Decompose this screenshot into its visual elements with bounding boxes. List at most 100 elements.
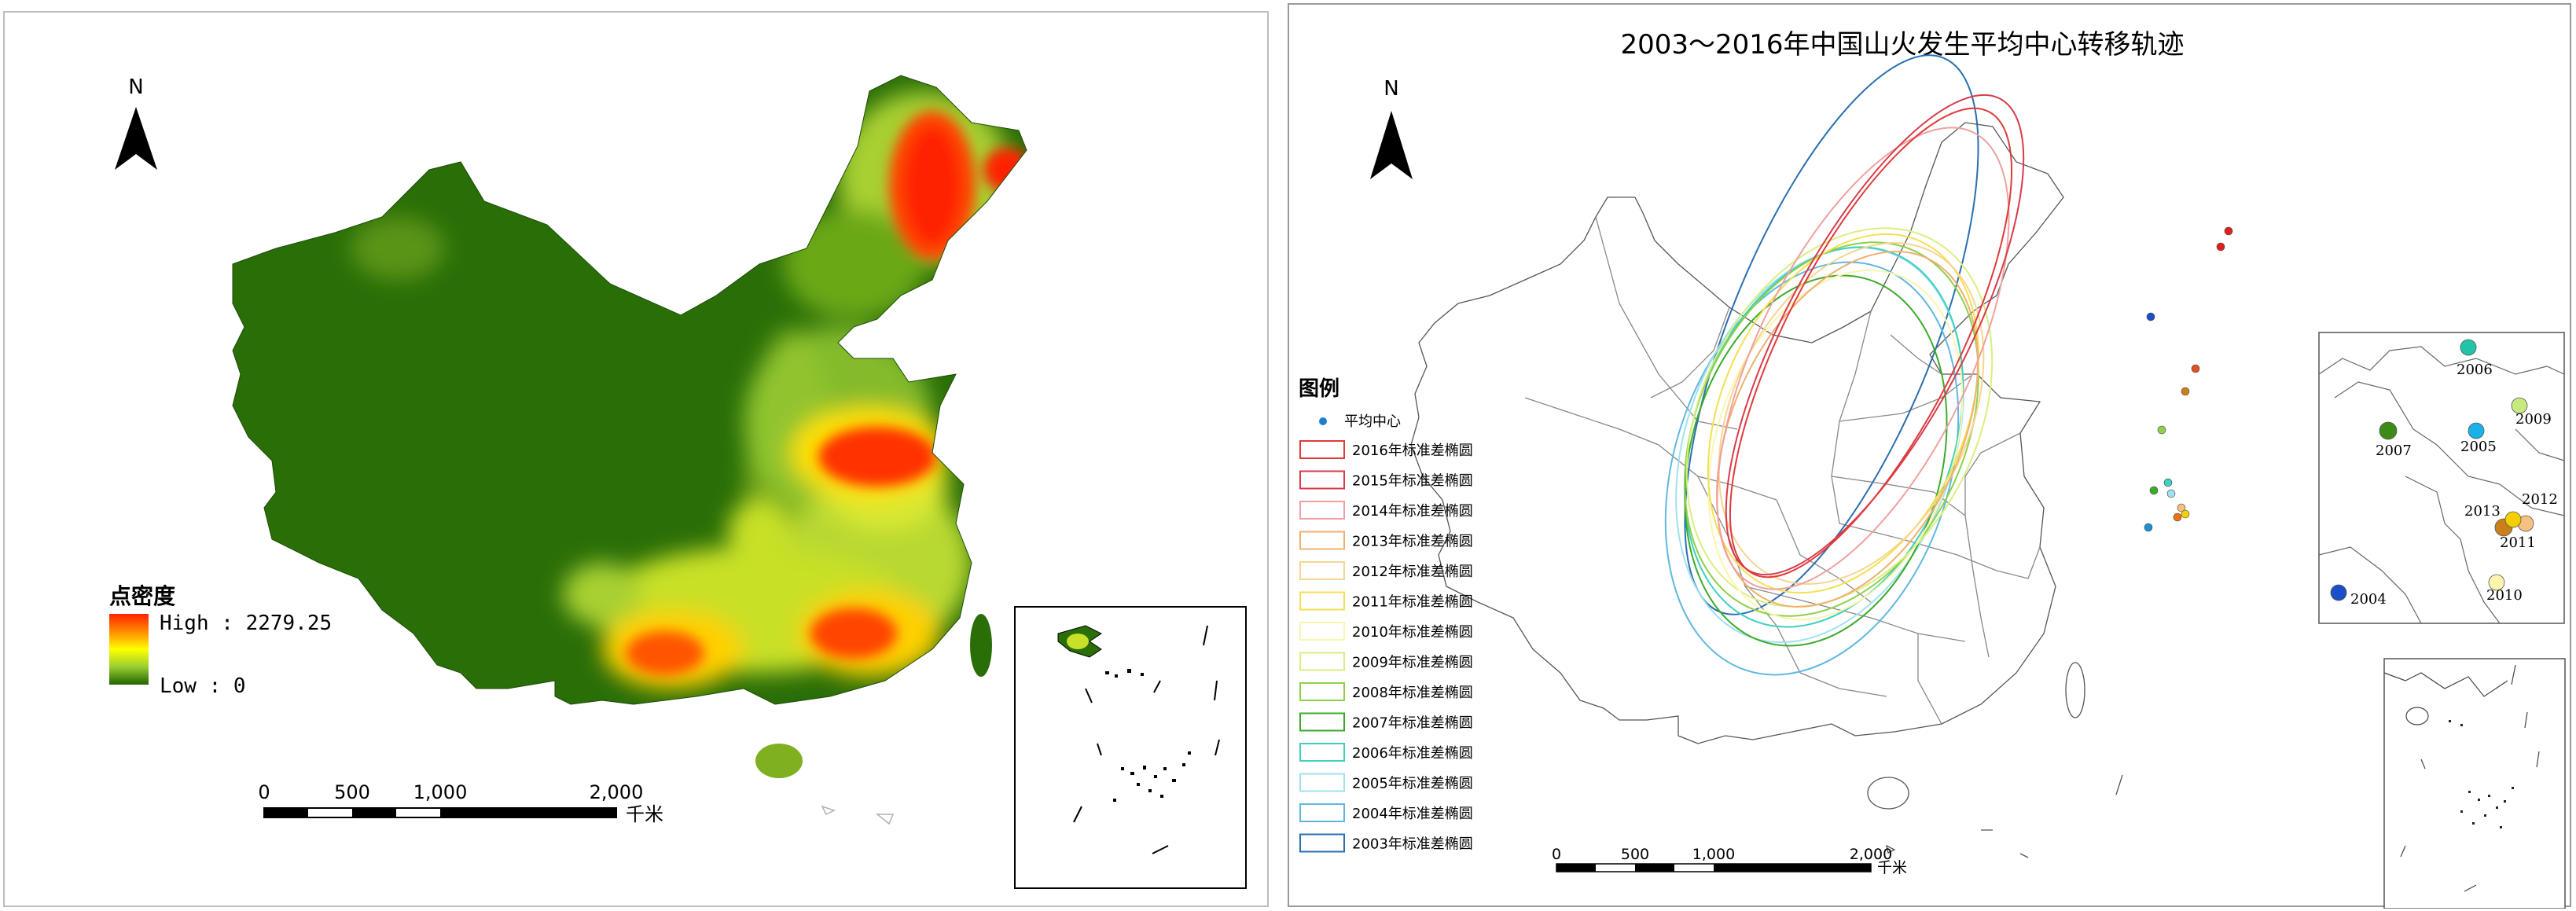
scale-tick-2000: 2,000 (590, 781, 644, 803)
inset-center-2004 (2330, 584, 2347, 601)
fire-center-trajectory-map: 2003～2016年中国山火发生平均中心转移轨迹 N (1299, 29, 2566, 909)
inset-year-label: 2004 (2350, 591, 2387, 608)
legend-item-label: 2011年标准差椭圆 (1352, 594, 1473, 611)
center-2012 (2177, 503, 2186, 512)
scale-tick-0: 0 (1552, 846, 1561, 863)
inset-year-label: 2012 (2522, 491, 2558, 508)
taiwan-shape (970, 614, 992, 677)
density-legend: 点密度 High : 2279.25 Low : 0 (109, 583, 332, 698)
inset-centers: 2006 2009 2007 2005 2012 2013 2011 2004 2010 (2330, 339, 2558, 608)
legend-item-label: 2015年标准差椭圆 (1352, 473, 1473, 490)
center-2007 (2149, 486, 2159, 495)
scale-tick-1000: 1,000 (1692, 846, 1735, 863)
legend-item-label: 2016年标准差椭圆 (1352, 443, 1473, 459)
legend-items: 2016年标准差椭圆 2015年标准差椭圆 2014年标准差椭圆 2013年标准差椭圆… (1299, 440, 1473, 853)
legend-swatch (1299, 773, 1345, 792)
scale-tick-1000: 1,000 (413, 781, 468, 803)
inset-year-label: 2006 (2457, 362, 2493, 378)
inset-center-2010 (2488, 574, 2505, 591)
legend-item-label: 2010年标准差椭圆 (1352, 624, 1473, 641)
center-2003 (2146, 312, 2155, 321)
center-2011 (2181, 509, 2190, 519)
scale-tick-2000: 2,000 (1850, 846, 1892, 863)
ellipse-2013 (1715, 251, 1979, 608)
inset-center-2011 (2504, 511, 2522, 528)
ellipse-2016 (1729, 107, 2013, 579)
legend-high-label: High : 2279.25 (160, 612, 332, 635)
legend-swatch (1299, 561, 1345, 580)
legend-item-label: 2014年标准差椭圆 (1352, 503, 1473, 520)
legend-item-label: 2006年标准差椭圆 (1352, 745, 1473, 762)
legend-swatch (1299, 803, 1345, 822)
center-2016 (2224, 226, 2233, 236)
legend-swatch (1299, 682, 1345, 701)
scale-unit: 千米 (1877, 859, 1907, 876)
trajectory-legend: 图例 平均中心 2016年标准差椭圆2015年标准差椭圆2014年标准差椭圆20… (1299, 377, 1473, 853)
scale-tick-500: 500 (1621, 846, 1649, 863)
legend-item-label: 2003年标准差椭圆 (1352, 836, 1473, 853)
mean-center-inset: 2006 2009 2007 2005 2012 2013 2011 2004 2010 (2318, 332, 2565, 624)
fire-density-map-panel: N (3, 11, 1269, 907)
legend-swatch (1299, 743, 1345, 762)
center-2013 (2181, 387, 2190, 396)
fire-density-map: N (109, 75, 1247, 889)
center-2014 (2191, 364, 2200, 373)
legend-item-label: 2007年标准差椭圆 (1352, 715, 1473, 732)
legend-swatch (1299, 501, 1345, 520)
legend-swatch (1299, 833, 1345, 853)
inset-year-label: 2009 (2515, 411, 2552, 428)
legend-swatch (1299, 440, 1345, 459)
legend-item-label: 2013年标准差椭圆 (1352, 534, 1473, 550)
legend-swatch (1299, 531, 1345, 550)
legend-item-label: 2012年标准差椭圆 (1352, 564, 1473, 580)
legend-swatch (1299, 470, 1345, 490)
inset-year-label: 2010 (2486, 587, 2523, 604)
north-arrow-icon: N (1370, 77, 1413, 179)
inset-year-label: 2013 (2464, 503, 2501, 520)
inset-center-2006 (2460, 339, 2477, 356)
inset-center-2007 (2379, 421, 2398, 440)
ellipse-2011 (1707, 233, 1979, 594)
south-china-sea-inset (1014, 606, 1247, 889)
ellipse-2008 (1684, 241, 1979, 617)
inset-center-2005 (2468, 422, 2485, 439)
legend-swatch (1299, 712, 1345, 732)
scale-bar: 0 500 1,000 2,000 千米 (1552, 846, 1907, 876)
inset-year-label: 2011 (2500, 534, 2536, 551)
ellipse-2009 (1685, 227, 1994, 608)
legend-swatch (1299, 652, 1345, 671)
north-label: N (1384, 77, 1398, 101)
china-outline (1410, 122, 2123, 858)
center-2004 (2144, 523, 2153, 532)
ellipse-2014 (1716, 127, 2010, 590)
std-ellipses (1664, 54, 2025, 676)
legend-item-label: 2009年标准差椭圆 (1352, 655, 1473, 671)
density-heatmap (232, 75, 1027, 825)
legend-swatch (1299, 622, 1345, 641)
north-label: N (128, 75, 143, 99)
legend-center-label: 平均中心 (1344, 413, 1401, 430)
legend-title: 点密度 (109, 583, 175, 609)
north-arrow-icon: N (115, 75, 157, 170)
legend-item-label: 2005年标准差椭圆 (1352, 776, 1473, 792)
ellipse-2007 (1684, 274, 1948, 647)
south-china-sea-inset (2383, 658, 2566, 909)
legend-item-label: 2004年标准差椭圆 (1352, 806, 1473, 822)
center-2005 (2166, 489, 2176, 498)
scale-bar: 0 500 1,000 2,000 千米 (258, 781, 663, 825)
scale-tick-500: 500 (334, 781, 370, 803)
inset-year-label: 2007 (2376, 443, 2412, 459)
density-color-ramp (109, 614, 149, 685)
scale-tick-0: 0 (258, 781, 270, 803)
inset-year-label: 2005 (2460, 439, 2497, 455)
map-title: 2003～2016年中国山火发生平均中心转移轨迹 (1620, 29, 2184, 61)
center-2010 (2173, 512, 2182, 522)
hainan-shape (755, 744, 803, 778)
center-2009 (2157, 425, 2166, 435)
fire-center-trajectory-panel: 2003～2016年中国山火发生平均中心转移轨迹 N (1288, 3, 2571, 909)
legend-low-label: Low : 0 (160, 674, 246, 698)
mean-centers (2144, 226, 2233, 532)
center-2015 (2216, 242, 2225, 252)
legend-title: 图例 (1299, 377, 1339, 401)
center-2006 (2163, 478, 2173, 487)
